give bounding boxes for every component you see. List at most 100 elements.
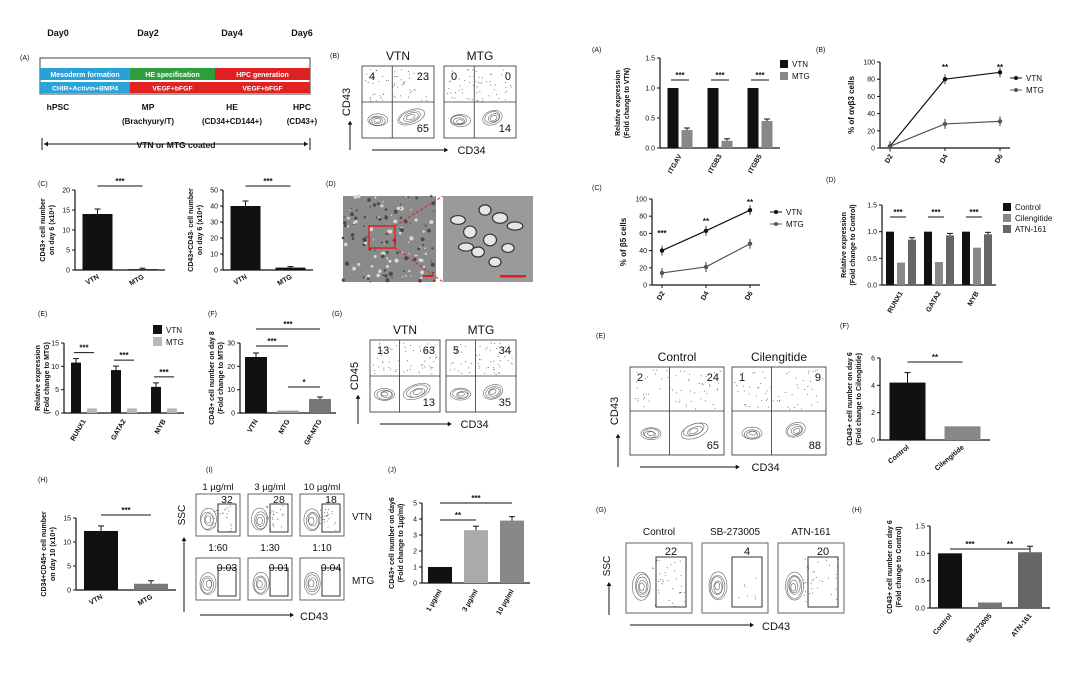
chart-h-bar [84, 530, 118, 590]
event-dot [447, 93, 449, 95]
event-dot [279, 508, 281, 510]
legend-label: Control [1015, 203, 1041, 212]
event-dot [461, 372, 463, 374]
x-axis-marker-label: CD34 [752, 462, 780, 474]
event-dot [770, 386, 772, 388]
chart-f-bar [277, 410, 299, 413]
chart-j-category-label: 3 µg/ml [462, 588, 480, 613]
chart-ra-y-tick-label: 1.5 [645, 56, 655, 63]
chart-c0-y-tick-label: 0 [66, 268, 70, 275]
event-dot [435, 357, 437, 359]
event-dot [320, 522, 322, 524]
contour-ring [305, 574, 319, 593]
chart-ra-y-tick-label: 0.0 [645, 146, 655, 153]
event-dot [745, 405, 747, 407]
event-dot [718, 382, 720, 384]
event-dot [372, 76, 374, 78]
chart-h-category-label: MTG [137, 593, 154, 607]
chart-rd-y-tick-label: 0.5 [867, 256, 877, 263]
event-dot [661, 378, 663, 380]
event-dot [409, 92, 411, 94]
arrow-right-icon [750, 622, 754, 628]
legend-label: VTN [166, 326, 182, 335]
event-dot [379, 343, 381, 345]
event-dot [709, 385, 711, 387]
cell-speck [367, 198, 371, 202]
event-dot [805, 601, 807, 603]
cell-shape [488, 256, 502, 268]
event-dot [706, 393, 708, 395]
gate-value: 0.03 [217, 562, 238, 574]
event-dot [230, 527, 232, 529]
event-dot [476, 86, 478, 88]
gate-value: 22 [665, 546, 677, 558]
quadrant-value: 35 [499, 397, 511, 409]
contour-ring [711, 576, 724, 595]
gate-box [655, 556, 687, 608]
media-bar [40, 82, 130, 93]
chart-rb-y-tick-label: 80 [867, 77, 875, 84]
chart-rf-y-tick-label: 4 [871, 383, 875, 390]
significance-label: ** [942, 63, 949, 72]
cell-speck [410, 275, 412, 277]
event-dot [670, 564, 672, 566]
event-dot [225, 508, 227, 510]
cell-speck [419, 247, 421, 249]
cell-shape [471, 246, 485, 258]
marker-label: (Brachyury/T) [122, 117, 174, 126]
contour-ring [205, 515, 212, 524]
event-dot [214, 525, 216, 527]
event-dot [381, 354, 383, 356]
event-dot [323, 515, 325, 517]
event-dot [791, 394, 793, 396]
event-dot [810, 404, 812, 406]
significance-label: *** [965, 540, 975, 549]
event-dot [394, 96, 396, 98]
event-dot [320, 509, 322, 511]
contour-ring [380, 390, 393, 398]
event-dot [667, 377, 669, 379]
legend-swatch [1003, 225, 1011, 233]
cell-speck [355, 209, 358, 212]
event-dot [479, 365, 481, 367]
event-dot [452, 73, 454, 75]
event-dot [460, 344, 462, 346]
cell-speck [343, 224, 347, 228]
media-bar [215, 82, 310, 93]
event-dot [412, 350, 414, 352]
cell-stage-label: HE [226, 102, 238, 112]
chart-rf-bar [944, 426, 981, 440]
media-name: VEGF+bFGF [152, 86, 192, 93]
chart-rb-y-tick-label: 20 [867, 128, 875, 135]
event-dot [455, 349, 457, 351]
event-dot [420, 350, 422, 352]
chart-rb-data-point [942, 77, 948, 82]
event-dot [382, 99, 384, 101]
event-dot [375, 100, 377, 102]
cell-speck [385, 250, 389, 254]
cell-speck [383, 242, 385, 244]
day-label: Day2 [137, 28, 159, 38]
event-dot [231, 524, 233, 526]
significance-label: *** [267, 337, 277, 346]
event-dot [505, 350, 507, 352]
media-name: CHIR+Activin+BMP4 [52, 86, 118, 93]
significance-label: *** [931, 208, 941, 217]
contour-ring [205, 579, 212, 588]
event-dot [648, 400, 650, 402]
event-dot [491, 342, 493, 344]
chart-rd-bar [973, 247, 981, 285]
event-dot [505, 71, 507, 73]
significance-label: *** [675, 71, 685, 80]
event-dot [822, 378, 824, 380]
event-dot [714, 371, 716, 373]
flow-plot-title: SB-273005 [710, 527, 760, 538]
cell-speck [384, 274, 388, 278]
event-dot [493, 367, 495, 369]
event-dot [328, 518, 330, 520]
cell-speck [390, 214, 393, 216]
chart-rf-ylabel: CD43+ cell number on day 6 [847, 352, 854, 446]
event-dot [228, 510, 230, 512]
contour-ring [452, 388, 469, 399]
y-axis-marker-label: CD45 [349, 362, 361, 390]
